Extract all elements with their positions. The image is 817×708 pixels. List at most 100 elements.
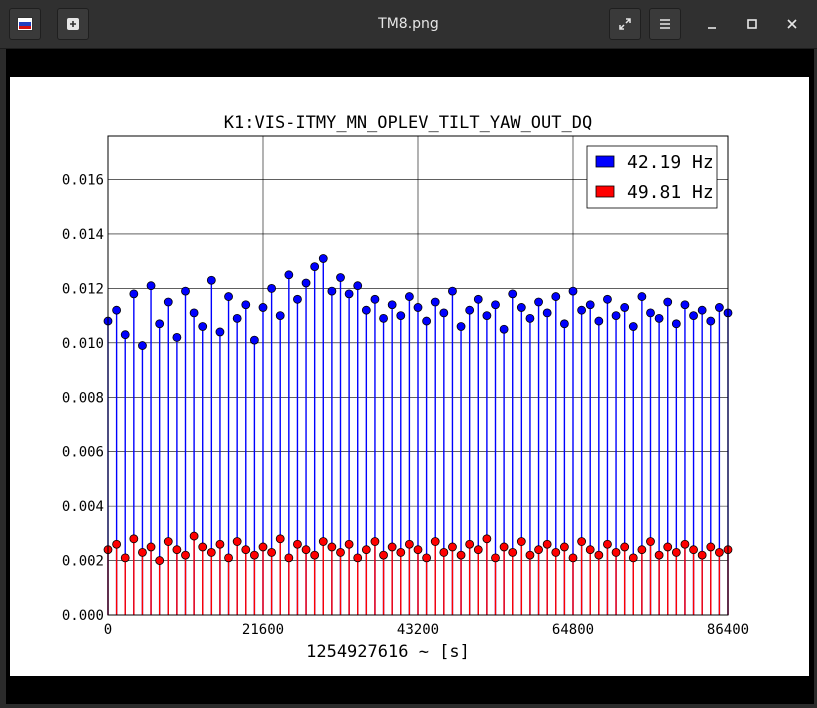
data-point: [275, 311, 285, 321]
data-point: [671, 319, 681, 329]
minimize-button[interactable]: [700, 12, 724, 36]
data-point: [663, 542, 673, 552]
data-point: [473, 294, 483, 304]
x-tick-label: 86400: [707, 622, 749, 638]
data-point: [336, 548, 345, 557]
data-point: [189, 308, 199, 318]
data-point: [301, 278, 311, 288]
data-point: [155, 319, 165, 329]
data-point: [310, 262, 320, 272]
data-point: [654, 313, 664, 323]
data-point: [146, 281, 156, 291]
new-tab-icon: [67, 18, 79, 30]
data-point: [430, 297, 440, 307]
data-point: [413, 303, 423, 312]
data-point: [465, 539, 475, 549]
data-point: [611, 311, 621, 321]
data-point: [714, 548, 724, 557]
data-point: [637, 292, 647, 301]
data-point: [620, 303, 630, 312]
data-point: [448, 542, 457, 552]
menu-button[interactable]: [649, 8, 681, 40]
data-point: [568, 286, 578, 296]
data-point: [516, 303, 526, 312]
data-point: [508, 548, 518, 557]
data-point: [663, 297, 673, 307]
data-point: [396, 311, 406, 321]
data-point: [499, 542, 509, 552]
data-point: [594, 550, 604, 560]
data-point: [646, 308, 655, 318]
data-point: [491, 553, 500, 563]
data-point: [499, 324, 509, 334]
y-tick-label: 0.014: [62, 227, 104, 243]
data-point: [525, 313, 535, 323]
data-point: [473, 545, 483, 555]
data-point: [689, 545, 698, 555]
x-axis-label: 1254927616 ~ [s]: [306, 642, 470, 662]
legend-label: 49.81 Hz: [627, 182, 714, 203]
data-point: [344, 289, 354, 299]
data-point: [249, 550, 259, 560]
data-point: [275, 534, 285, 544]
y-tick-label: 0.000: [62, 608, 104, 624]
data-point: [155, 556, 165, 565]
data-point: [422, 553, 432, 563]
chart-title: K1:VIS-ITMY_MN_OPLEV_TILT_YAW_OUT_DQ: [224, 113, 592, 133]
data-point: [163, 297, 173, 307]
data-point: [215, 327, 225, 337]
data-point: [714, 303, 724, 312]
data-point: [379, 550, 388, 560]
data-point: [404, 539, 414, 549]
window-titlebar: TM8.png: [0, 0, 817, 49]
data-point: [181, 286, 190, 296]
data-points: [103, 254, 733, 565]
data-point: [706, 542, 716, 552]
data-point: [448, 286, 457, 296]
data-point: [577, 305, 587, 315]
new-tab-button[interactable]: [57, 8, 89, 40]
data-point: [516, 537, 526, 546]
data-point: [706, 316, 716, 326]
data-point: [310, 550, 320, 560]
maximize-button[interactable]: [740, 12, 764, 36]
data-point: [387, 300, 397, 310]
data-point: [241, 545, 251, 555]
data-point: [318, 254, 328, 263]
hamburger-menu-icon: [660, 19, 670, 29]
data-point: [404, 292, 414, 301]
image-viewer-icon[interactable]: [9, 8, 41, 40]
data-point: [112, 539, 122, 549]
data-point: [361, 305, 371, 315]
data-point: [551, 292, 561, 301]
close-icon: [787, 19, 797, 29]
data-point: [258, 303, 268, 312]
data-point: [232, 313, 242, 323]
data-point: [456, 550, 466, 560]
image-canvas: 0 21600 43200 64800 86400 0.000 0.002 0.004 0.00…: [10, 77, 809, 676]
data-point: [293, 539, 302, 549]
data-point: [603, 539, 612, 549]
plot-frame: [107, 135, 729, 616]
data-point: [129, 534, 139, 544]
data-point: [284, 270, 294, 280]
window-title: TM8.png: [378, 16, 439, 32]
data-point: [387, 542, 397, 552]
data-point: [456, 322, 466, 331]
x-tick-label: 21600: [242, 622, 284, 638]
data-point: [525, 550, 535, 560]
data-point: [138, 341, 147, 350]
data-point: [697, 550, 707, 560]
data-point: [198, 542, 208, 552]
close-button[interactable]: [780, 12, 804, 36]
data-point: [534, 545, 543, 555]
axis-ticks: 0 21600 43200 64800 86400 0.000 0.002 0.004 0.00…: [62, 173, 749, 638]
data-point: [542, 539, 552, 549]
data-point: [628, 322, 638, 331]
data-point: [189, 531, 199, 541]
data-point: [344, 539, 354, 549]
data-point: [465, 305, 475, 315]
data-point: [508, 289, 518, 299]
fullscreen-button[interactable]: [609, 8, 641, 40]
y-tick-label: 0.004: [62, 499, 104, 515]
